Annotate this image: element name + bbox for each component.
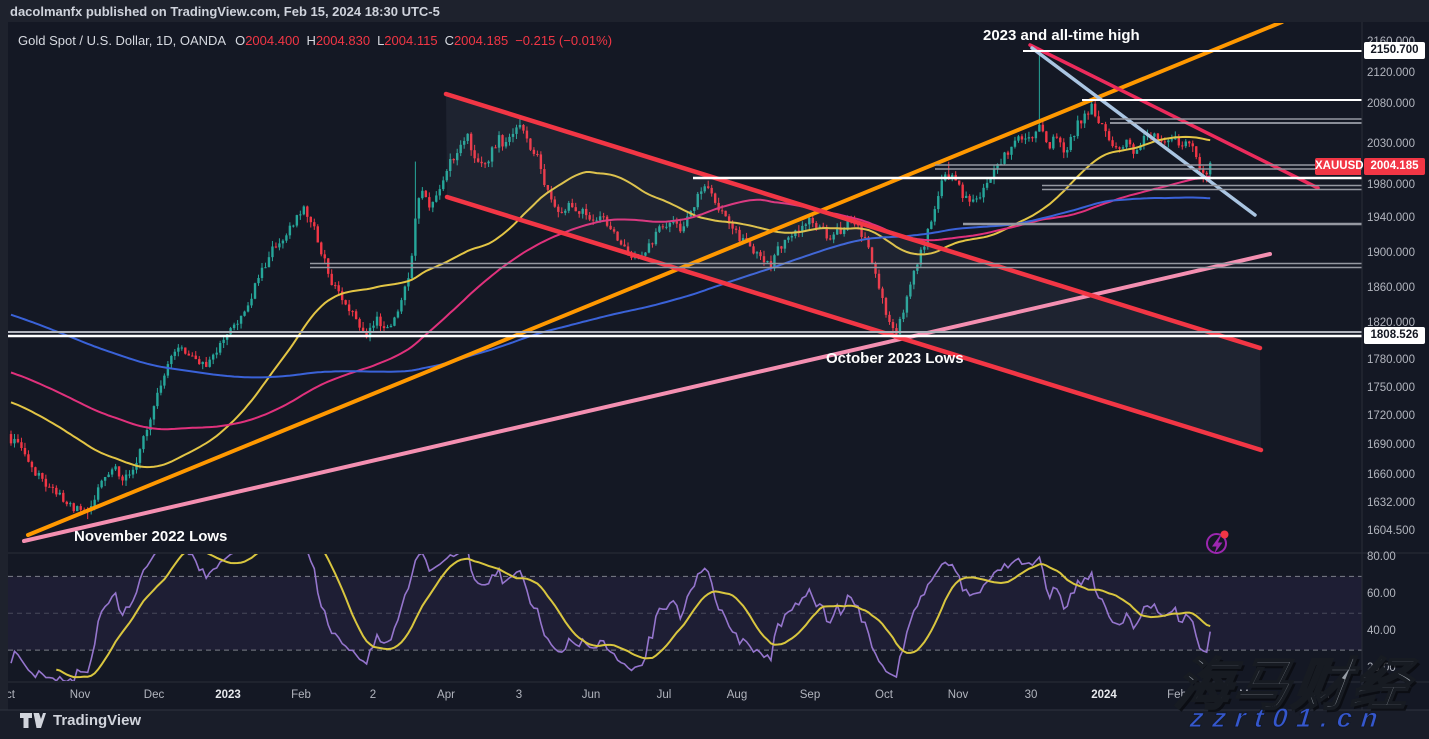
time-tick-Jul: Jul [656,689,672,701]
rsi-tick: 60.00 [1367,588,1396,600]
descending-resistance-lightblue [1030,46,1257,217]
time-tick-2: 2 [369,689,377,701]
time-tick-3: 3 [515,689,523,701]
symbol-badge: XAUUSD [1315,158,1364,175]
annotation-all-time-high: 2023 and all-time high [983,27,1140,44]
rsi-tick: 80.00 [1367,551,1396,563]
symbol-title: Gold Spot / U.S. Dollar, 1D, OANDA [18,33,227,48]
open-value: 2004.400 [245,33,300,48]
time-tick-Aug: Aug [726,689,748,701]
time-axis[interactable]: Oct Nov Dec 2023 Feb 2 Apr 3 Jun Jul Aug Sep Oct Nov 3… [8,683,1362,709]
rsi-tick: 20.00 [1367,662,1396,674]
rsi-layer [8,554,1362,681]
close-label: C [444,33,454,48]
time-tick-Dec: Dec [143,689,165,701]
oct-low-level-badge: 1808.526 [1364,327,1425,344]
sma-100-line [10,175,1211,431]
candles-layer [9,49,1212,520]
time-tick-Apr: Apr [1313,689,1331,701]
rsi-line [10,554,1211,681]
descending-resistance-crimson [1028,43,1320,190]
time-tick-Mar: Mar [1239,689,1259,701]
annotation-october-2023-lows: October 2023 Lows [826,350,964,367]
open-label: O [235,33,246,48]
price-tick: 2030.000 [1367,138,1415,150]
ascending-support-pink [22,252,1272,543]
price-tick: 1860.000 [1367,282,1415,294]
time-tick-Nov: Nov [947,689,969,701]
time-tick-Oct: Oct [8,689,15,701]
tradingview-logo-text: TradingView [53,712,142,729]
low-label: L [377,33,385,48]
low-value: 2004.115 [384,33,438,48]
drawings-layer [8,23,1362,543]
descending-channel-upper [443,91,1263,351]
channel-fill [446,94,1261,450]
rsi-band-fill [8,576,1362,651]
tradingview-logo-icon [20,713,46,728]
change-value: −0.215 (−0.01%) [515,33,613,48]
time-tick-Sep: Sep [799,689,821,701]
price-tick: 1750.000 [1367,382,1415,394]
last-price-badge: 2004.185 [1364,158,1425,175]
time-tick-Jun: Jun [581,689,601,701]
time-tick-Nov: Nov [69,689,91,701]
footer-bar [0,710,1429,739]
ascending-support-orange [26,23,1284,537]
watermark-url: zzrt01.cn [1188,703,1389,734]
price-tick: 1660.000 [1367,469,1415,481]
time-tick-Oct: Oct [875,689,893,701]
price-tick: 1604.500 [1367,525,1415,537]
price-tick: 2120.000 [1367,67,1415,79]
symbol-legend[interactable]: Gold Spot / U.S. Dollar, 1D, OANDA O2004.… [18,33,612,48]
close-value: 2004.185 [453,33,509,48]
high-label: H [306,33,316,48]
rsi-tick: 40.00 [1367,625,1396,637]
price-tick: 1820.000 [1367,317,1415,329]
time-tick-2023: 2023 [215,689,241,701]
attribution-text: dacolmanfx published on TradingView.com,… [10,4,440,19]
tradingview-logo[interactable]: TradingView [20,712,141,729]
time-tick-Feb: Feb [1167,689,1187,701]
ideas-flash-icon[interactable] [1206,530,1229,554]
ath-level-badge: 2150.700 [1364,42,1425,59]
time-tick-30: 30 [1024,689,1038,701]
time-tick-2024: 2024 [1091,689,1117,701]
price-tick: 1980.000 [1367,179,1415,191]
time-tick-Feb: Feb [291,689,311,701]
descending-channel-lower [444,194,1264,453]
price-tick: 1632.000 [1367,497,1415,509]
price-tick: 1900.000 [1367,247,1415,259]
price-tick: 1940.000 [1367,212,1415,224]
price-tick: 1780.000 [1367,354,1415,366]
price-tick: 1720.000 [1367,410,1415,422]
high-value: 2004.830 [315,33,371,48]
annotation-november-2022-lows: November 2022 Lows [74,528,228,545]
rsi-ma-line [56,554,1211,679]
time-tick-Apr: Apr [437,689,455,701]
price-tick: 1690.000 [1367,439,1415,451]
price-tick: 2080.000 [1367,98,1415,110]
